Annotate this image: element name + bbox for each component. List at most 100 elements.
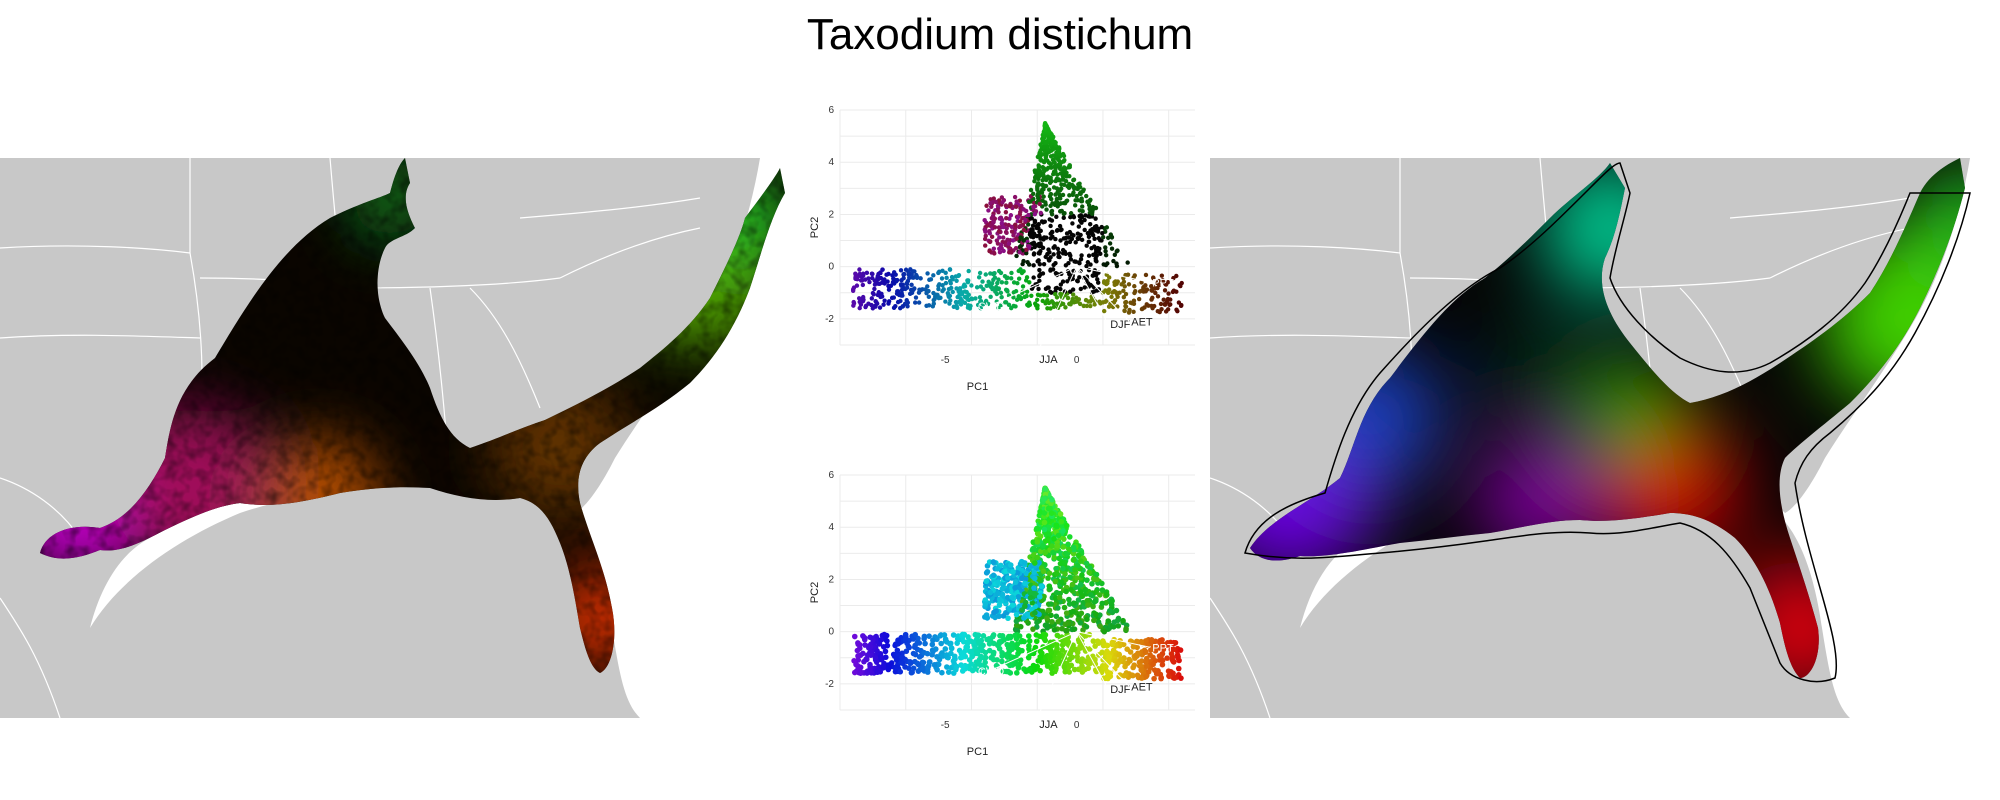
- pc-point: [878, 655, 884, 661]
- pc-point: [975, 639, 982, 645]
- pc-point: [861, 271, 866, 276]
- pc-point: [1003, 300, 1009, 305]
- pc-point: [1164, 655, 1170, 661]
- pc-point: [1060, 192, 1066, 198]
- pc-point: [1120, 617, 1126, 624]
- pc-point: [948, 298, 953, 303]
- pc-point: [867, 643, 874, 650]
- pc-point: [1043, 153, 1049, 158]
- pc-point: [1037, 273, 1042, 278]
- pc-point: [1045, 575, 1051, 581]
- pc-point: [1061, 604, 1068, 611]
- pc-point: [876, 276, 881, 282]
- pc-point: [1003, 209, 1009, 215]
- pc-point: [1106, 287, 1112, 292]
- pc-point: [1134, 672, 1141, 679]
- pc-point: [1042, 123, 1048, 128]
- pc-point: [1078, 286, 1083, 292]
- pc-point: [1110, 647, 1117, 654]
- pc-point: [1057, 195, 1063, 200]
- pc-point: [863, 656, 870, 663]
- vector-line-jja: [1036, 266, 1078, 354]
- vector-label-ppt: PPT: [1152, 277, 1174, 289]
- pc-point: [1092, 236, 1097, 241]
- pc-point: [1051, 536, 1057, 542]
- pc-point: [1091, 289, 1097, 294]
- ocean-gulf-atlantic: [90, 158, 790, 718]
- pc-point: [1041, 187, 1046, 192]
- pc-point: [1040, 298, 1045, 304]
- pc-point: [982, 654, 989, 661]
- pc-point: [1066, 185, 1072, 191]
- pc-point: [974, 648, 980, 655]
- pc-point: [1074, 575, 1080, 581]
- pc-point: [1067, 239, 1073, 245]
- pc-point: [1143, 289, 1148, 294]
- pc-point: [950, 289, 955, 295]
- pc-point: [991, 271, 996, 276]
- pc-point: [1090, 232, 1096, 238]
- pc-point: [1171, 675, 1178, 681]
- pc-point: [1046, 285, 1051, 290]
- pc-point: [1175, 308, 1180, 314]
- pc-point: [1103, 299, 1108, 304]
- pc-point: [1061, 536, 1067, 542]
- pc-point: [1042, 148, 1048, 154]
- pc-point: [1062, 157, 1067, 163]
- pc-point: [916, 300, 922, 305]
- pc-point: [1078, 558, 1084, 564]
- vector-label-aet: AET: [1131, 682, 1153, 694]
- pc-point: [1096, 249, 1101, 254]
- pc-point: [1088, 262, 1093, 267]
- pc-point: [1175, 653, 1181, 660]
- pc-point: [1044, 177, 1049, 183]
- pc-point: [851, 633, 858, 640]
- pc-point: [898, 282, 904, 287]
- pc-point: [1062, 172, 1067, 177]
- pc-point: [1021, 258, 1026, 264]
- pc-point: [1126, 282, 1132, 287]
- y-tick-label: 6: [828, 470, 834, 481]
- pc-point: [1091, 617, 1097, 624]
- point-cloud: [850, 120, 1184, 315]
- pc-point: [1111, 258, 1116, 264]
- pc-point: [990, 213, 996, 219]
- pc-point: [1014, 641, 1021, 647]
- loading-vectors: CWD JJA DJF AET PPT: [978, 631, 1174, 731]
- pc-point: [1025, 260, 1030, 265]
- vector-label-djf: DJF: [1110, 684, 1130, 696]
- pc-point: [989, 234, 995, 240]
- pc-point: [935, 661, 942, 668]
- pc-point: [1019, 607, 1025, 613]
- pc-point: [1020, 284, 1026, 289]
- pc-point: [1045, 251, 1050, 257]
- pc-point: [930, 304, 936, 309]
- loading-vectors: CWD JJA DJF AET PPT: [978, 266, 1174, 366]
- model-range-outline: [1244, 162, 1971, 683]
- pc-point: [1017, 657, 1024, 663]
- pc-point: [944, 275, 949, 281]
- pc-point: [1077, 181, 1082, 186]
- pc-point: [1077, 619, 1084, 626]
- pc-point: [1032, 179, 1037, 184]
- pc-point: [1012, 632, 1018, 639]
- pc-point: [1160, 278, 1165, 283]
- pc-point: [1047, 654, 1053, 660]
- pc-point: [1103, 252, 1109, 258]
- vector-line-cwd: [989, 266, 1077, 307]
- pc-point: [1071, 233, 1076, 238]
- pc-point: [996, 277, 1001, 282]
- pc-point: [1010, 569, 1016, 575]
- pc-point: [965, 279, 971, 285]
- pc-point: [1109, 641, 1116, 648]
- pc-point: [1093, 258, 1099, 263]
- pc-point: [926, 303, 932, 308]
- pc-point: [1150, 661, 1156, 668]
- pc-point: [1159, 637, 1165, 643]
- pc-point: [1053, 286, 1059, 291]
- pc-point: [1078, 219, 1084, 224]
- pc-point: [1084, 597, 1091, 604]
- pc-point: [1047, 505, 1053, 512]
- pc-point: [1006, 302, 1012, 308]
- pc-point: [1121, 288, 1126, 293]
